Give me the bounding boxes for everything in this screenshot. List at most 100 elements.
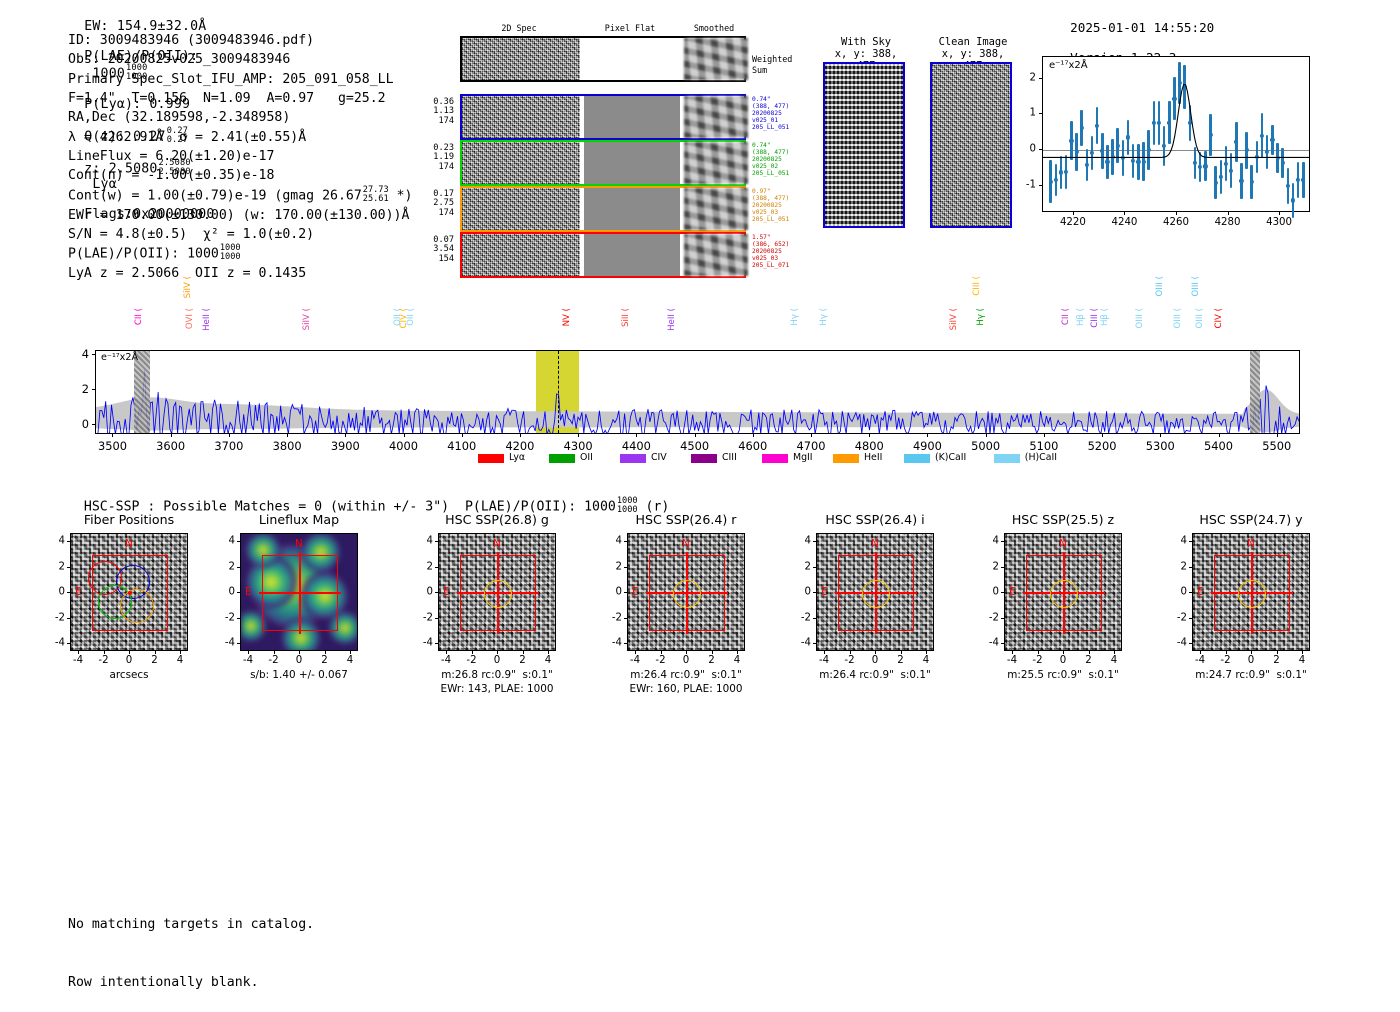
y-tick-mark bbox=[66, 592, 70, 593]
data-point bbox=[1162, 143, 1167, 149]
info-plae-text: P(LAE)/P(OII): 1000 bbox=[68, 246, 219, 262]
spec2d-row-4 bbox=[460, 232, 748, 278]
spec2d-image-pixelflat bbox=[584, 142, 680, 184]
y-tick-label: 0 bbox=[992, 586, 999, 598]
spec2d-image-2dspec bbox=[462, 142, 580, 184]
header-plae-hi: 1000 bbox=[125, 63, 148, 73]
data-point bbox=[1115, 143, 1120, 148]
x-tick-label: 2 bbox=[897, 655, 904, 666]
spectral-line-label: SiII ( bbox=[621, 308, 632, 327]
cutout-caption-2: EWr: 160, PLAE: 1000 bbox=[629, 683, 743, 695]
spec2d-row-2 bbox=[460, 140, 748, 186]
x-tick-label: 2 bbox=[708, 655, 715, 666]
y-tick-mark bbox=[236, 617, 240, 619]
x-tick-label: -4 bbox=[72, 655, 84, 666]
cutout-title: HSC SSP(26.4) i bbox=[825, 512, 925, 527]
data-point bbox=[1223, 161, 1229, 166]
y-tick-mark bbox=[66, 541, 70, 542]
data-point bbox=[1156, 120, 1162, 126]
y-tick-mark bbox=[66, 643, 70, 644]
x-tick-label: -2 bbox=[268, 655, 279, 666]
data-point bbox=[1187, 120, 1192, 126]
info-sn-chi2: S/N = 4.8(±0.5) χ² = 1.0(±0.2) bbox=[68, 227, 315, 242]
y-tick-label: 2 bbox=[615, 561, 622, 572]
x-tick-mark bbox=[636, 434, 638, 438]
data-point bbox=[1100, 148, 1105, 154]
y-tick-label: -4 bbox=[422, 637, 433, 649]
data-point bbox=[1182, 84, 1187, 89]
x-tick-label: 4300 bbox=[1266, 217, 1293, 228]
clean-image-image bbox=[930, 62, 1012, 228]
data-point bbox=[1280, 160, 1285, 165]
legend-label: CIV bbox=[651, 452, 667, 463]
x-tick-label: 2 bbox=[321, 655, 328, 666]
data-point bbox=[1213, 180, 1218, 185]
x-tick-mark bbox=[686, 651, 687, 655]
spectral-line-label: SiIV ( bbox=[948, 308, 959, 331]
spec2d-row-meta-4: 1.57" (386, 652) 20200825 v025_03 205_LL… bbox=[752, 234, 790, 270]
x-tick-mark bbox=[228, 434, 230, 438]
data-point bbox=[1110, 154, 1115, 159]
x-tick-label: 2 bbox=[151, 655, 158, 666]
x-tick-mark bbox=[1200, 651, 1201, 655]
y-tick-mark bbox=[623, 643, 627, 644]
spectral-line-label: SiIV ( bbox=[183, 276, 194, 299]
x-tick-mark bbox=[824, 651, 825, 655]
spec2d-row-meta-1: 0.74" (388, 477) 20200825 v025_01 205_LL… bbox=[752, 96, 790, 132]
spectral-line-label: OII ( bbox=[405, 308, 416, 326]
x-tick-mark bbox=[926, 651, 927, 655]
fiber-circle bbox=[120, 589, 154, 623]
x-tick-label: 4300 bbox=[563, 439, 593, 453]
cutout-title: HSC SSP(25.5) z bbox=[1011, 512, 1115, 527]
y-tick-label: 2 bbox=[228, 561, 235, 572]
compass-north: N bbox=[871, 538, 879, 550]
data-point bbox=[1270, 138, 1275, 143]
x-tick-label: 4 bbox=[544, 655, 552, 666]
y-tick-mark bbox=[1038, 185, 1042, 187]
data-point bbox=[1198, 164, 1203, 169]
y-tick-label: -1 bbox=[1025, 179, 1036, 191]
info-plae-hi: 1000 bbox=[219, 243, 241, 254]
x-tick-label: 5300 bbox=[1145, 439, 1175, 453]
info-id: ID: 3009483946 (3009483946.pdf) bbox=[68, 33, 315, 48]
x-tick-label: 4260 bbox=[1163, 217, 1189, 228]
y-tick-label: -4 bbox=[800, 637, 811, 649]
x-tick-label: 4240 bbox=[1111, 217, 1138, 228]
x-tick-mark bbox=[927, 434, 929, 438]
y-tick-label: 0 bbox=[1180, 586, 1187, 598]
y-tick-mark bbox=[812, 643, 816, 644]
y-tick-mark bbox=[812, 566, 816, 568]
y-tick-mark bbox=[1000, 541, 1004, 542]
x-tick-mark bbox=[350, 651, 351, 655]
data-point bbox=[1074, 149, 1079, 155]
data-point bbox=[1301, 177, 1306, 183]
x-tick-label: 5200 bbox=[1087, 439, 1117, 453]
x-tick-mark bbox=[299, 651, 300, 655]
legend-label: MgII bbox=[793, 452, 813, 463]
y-tick-mark bbox=[1000, 592, 1004, 593]
x-tick-mark bbox=[737, 651, 738, 655]
y-tick-label: 2 bbox=[58, 561, 65, 572]
object-info-block: ID: 3009483946 (3009483946.pdf) Obs: 202… bbox=[68, 31, 412, 284]
legend-label: OII bbox=[580, 452, 593, 463]
x-tick-label: 2 bbox=[1273, 655, 1280, 666]
y-tick-label: 0 bbox=[804, 586, 811, 598]
spec2d-image-smoothed bbox=[684, 142, 748, 184]
y-tick-label: -4 bbox=[1176, 637, 1187, 649]
y-tick-label: 4 bbox=[615, 535, 622, 547]
header-plae-label: P(LAE)/P(OII): bbox=[84, 49, 199, 64]
spec2d-row-meta-3: 0.97" (388, 477) 20200825 v025_03 205_LL… bbox=[752, 188, 790, 224]
data-point bbox=[1265, 149, 1270, 155]
with-sky-title: With Sky bbox=[840, 36, 892, 48]
y-tick-mark bbox=[1038, 77, 1042, 79]
aperture-box bbox=[92, 555, 168, 631]
y-tick-mark bbox=[91, 353, 95, 355]
x-tick-label: 4 bbox=[922, 655, 930, 666]
